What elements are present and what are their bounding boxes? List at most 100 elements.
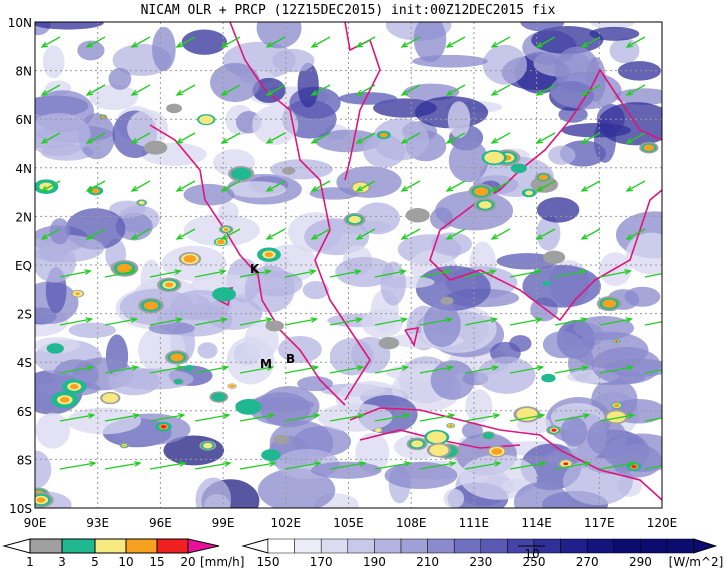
olr-cell bbox=[617, 61, 661, 81]
colorbar-label: 270 bbox=[576, 555, 599, 569]
precip-cell bbox=[615, 340, 618, 343]
wind-arrow bbox=[220, 36, 241, 48]
olr-cell bbox=[152, 26, 176, 72]
place-label: M bbox=[260, 357, 272, 371]
wind-arrow bbox=[535, 132, 556, 144]
wind-arrow bbox=[419, 365, 455, 374]
wind-arrow bbox=[220, 132, 241, 144]
wind-arrow bbox=[445, 228, 466, 240]
colorbar-swatch bbox=[61, 538, 96, 554]
colorbar-swatch bbox=[125, 538, 158, 554]
olr-cell bbox=[597, 102, 662, 146]
precip-cell bbox=[613, 403, 620, 408]
wind-arrow bbox=[490, 180, 511, 192]
colorbar-swatch bbox=[400, 538, 428, 554]
lon-label: 99E bbox=[212, 516, 235, 530]
wind-arrow bbox=[355, 228, 376, 240]
wind-arrow bbox=[554, 413, 591, 422]
precip-cell bbox=[543, 250, 566, 264]
wind-arrow bbox=[599, 413, 636, 422]
wind-arrow bbox=[329, 413, 366, 422]
wind-vectors bbox=[40, 36, 662, 470]
olr-cell bbox=[509, 335, 532, 352]
olr-cell bbox=[335, 256, 394, 288]
colorbar-swatch bbox=[427, 538, 455, 554]
coastline bbox=[149, 124, 346, 406]
wind-arrow bbox=[445, 132, 466, 144]
olr-cell bbox=[244, 265, 295, 313]
precip-cell bbox=[211, 392, 227, 402]
wind-arrow bbox=[509, 317, 544, 326]
lat-label: 6S bbox=[17, 405, 32, 419]
wind-arrow bbox=[220, 84, 241, 96]
lat-label: 8S bbox=[17, 453, 32, 467]
precip-field bbox=[35, 103, 659, 508]
precip-cell bbox=[116, 263, 133, 274]
precip-cell bbox=[482, 432, 495, 440]
olr-cell bbox=[542, 331, 583, 359]
wind-arrow bbox=[625, 36, 646, 48]
wind-arrow bbox=[464, 413, 501, 422]
lon-label: 90E bbox=[24, 516, 47, 530]
wind-arrow bbox=[400, 132, 421, 144]
precip-cell bbox=[265, 320, 284, 332]
lat-label: 2N bbox=[15, 210, 32, 224]
lon-label: 120E bbox=[647, 516, 678, 530]
wind-arrow bbox=[175, 132, 196, 144]
olr-cell bbox=[589, 26, 640, 41]
wind-arrow bbox=[419, 317, 454, 326]
wind-arrow bbox=[554, 317, 589, 326]
olr-cell bbox=[536, 197, 580, 223]
wind-arrow bbox=[130, 180, 151, 192]
olr-cell bbox=[423, 302, 461, 348]
olr-cell bbox=[89, 84, 139, 111]
wind-arrow bbox=[400, 228, 421, 240]
olr-cell bbox=[380, 261, 406, 306]
colorbar-cap bbox=[693, 538, 718, 554]
precip-cell bbox=[381, 133, 387, 137]
colorbar-unit: [W/m^2] bbox=[669, 555, 724, 569]
precip-cell bbox=[36, 497, 46, 503]
wind-arrow bbox=[329, 365, 365, 374]
olr-cell bbox=[78, 113, 116, 160]
wind-arrow bbox=[400, 36, 421, 48]
olr-cell bbox=[115, 212, 153, 241]
wind-arrow bbox=[104, 269, 137, 278]
wind-arrow bbox=[419, 460, 457, 470]
wind-arrow bbox=[85, 180, 106, 192]
precip-cell bbox=[264, 252, 274, 258]
precip-cell bbox=[165, 282, 174, 288]
olr-cell bbox=[35, 112, 91, 157]
olr-cell bbox=[614, 88, 662, 105]
wind-arrow bbox=[535, 84, 556, 96]
wind-arrow bbox=[220, 228, 241, 240]
lat-label: 6N bbox=[15, 113, 32, 127]
wind-arrow bbox=[310, 36, 331, 48]
olr-cell bbox=[114, 368, 194, 390]
wind-arrow bbox=[599, 269, 632, 278]
precip-cell bbox=[183, 365, 195, 372]
olr-cell bbox=[625, 232, 662, 275]
colorbar-label: 3 bbox=[58, 555, 66, 569]
olr-cell bbox=[272, 48, 315, 73]
precip-cell bbox=[183, 255, 197, 263]
wind-arrow bbox=[509, 269, 542, 278]
precip-cell bbox=[478, 201, 492, 209]
wind-arrow bbox=[580, 228, 601, 240]
lon-label: 111E bbox=[459, 516, 490, 530]
wind-arrow bbox=[599, 365, 635, 374]
wind-arrow bbox=[490, 228, 511, 240]
lon-label: 93E bbox=[86, 516, 109, 530]
wind-arrow bbox=[85, 228, 106, 240]
wind-arrow bbox=[284, 413, 321, 422]
wind-arrow bbox=[239, 317, 274, 326]
colorbar-swatch bbox=[480, 538, 508, 554]
wind-arrow bbox=[104, 317, 139, 326]
wind-arrow bbox=[220, 180, 241, 192]
wind-arrow bbox=[104, 365, 140, 374]
title: NICAM OLR + PRCP (12Z15DEC2015) init:00Z… bbox=[141, 3, 556, 18]
colorbar-swatch bbox=[294, 538, 322, 554]
wind-arrow bbox=[284, 460, 322, 470]
wind-arrow bbox=[310, 132, 331, 144]
